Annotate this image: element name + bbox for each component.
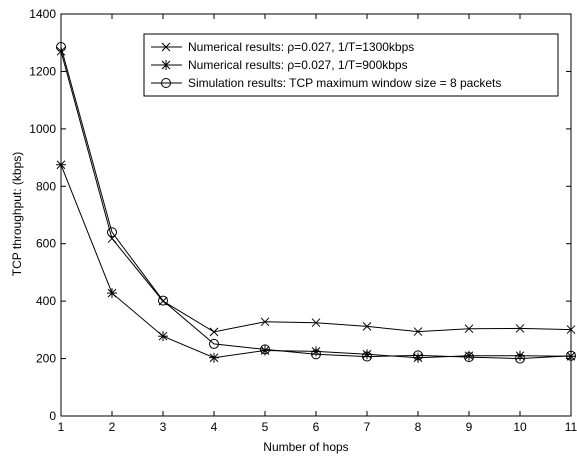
data-point (209, 352, 219, 363)
data-point (158, 295, 168, 306)
legend: Numerical results: ρ=0.027, 1/T=1300kbps… (143, 33, 559, 97)
data-point (464, 352, 474, 363)
y-axis: 0 200 400 600 800 1000 1200 1400 (29, 7, 571, 423)
x-tick-label: 11 (565, 420, 577, 434)
legend-marker (161, 60, 171, 70)
series-layer (56, 42, 576, 364)
series-line (60, 46, 572, 360)
y-axis-label: TCP throughput: (kbps) (10, 152, 24, 277)
data-point (413, 350, 423, 361)
x-tick-label: 1 (58, 420, 65, 434)
data-point (56, 159, 66, 170)
legend-marker (161, 42, 171, 52)
data-point (209, 338, 219, 349)
y-tick-label: 800 (36, 179, 56, 193)
data-point (413, 327, 423, 336)
data-point (362, 351, 372, 362)
y-tick-label: 1200 (29, 64, 56, 78)
legend-marker (161, 78, 171, 88)
y-tick-label: 1000 (29, 122, 56, 136)
data-point (413, 352, 423, 363)
y-tick-label: 0 (49, 409, 56, 423)
data-point (107, 227, 117, 238)
data-point (515, 324, 525, 333)
series-3 (56, 42, 576, 364)
series-2 (56, 159, 576, 363)
x-tick-label: 3 (160, 420, 167, 434)
data-point (464, 324, 474, 334)
x-tick-label: 7 (364, 420, 371, 434)
x-tick-label: 6 (313, 420, 320, 434)
data-point (311, 318, 321, 328)
y-tick-label: 600 (36, 237, 56, 251)
x-tick-label: 4 (211, 420, 218, 434)
x-tick-label: 10 (513, 420, 527, 434)
legend-label: Numerical results: ρ=0.027, 1/T=900kbps (188, 58, 408, 72)
x-tick-label: 2 (109, 420, 116, 434)
y-tick-label: 400 (36, 294, 56, 308)
legend-entry-3: Simulation results: TCP maximum window s… (151, 76, 501, 90)
legend-box (143, 33, 559, 97)
x-tick-label: 8 (415, 420, 422, 434)
x-tick-label: 5 (262, 420, 269, 434)
data-point (311, 349, 321, 360)
data-point (209, 327, 219, 337)
data-point (260, 344, 270, 355)
y-tick-label: 1400 (29, 7, 56, 21)
data-point (566, 325, 576, 334)
data-point (56, 42, 66, 53)
data-point (107, 288, 117, 299)
legend-label: Numerical results: ρ=0.027, 1/T=1300kbps (188, 40, 414, 54)
data-point (158, 331, 168, 342)
x-axis: 1 2 3 4 5 6 7 8 9 10 11 (58, 14, 577, 434)
legend-entry-1: Numerical results: ρ=0.027, 1/T=1300kbps (151, 40, 414, 54)
data-point (515, 353, 525, 364)
x-axis-label: Number of hops (263, 440, 348, 454)
data-point (362, 322, 372, 331)
data-point (260, 317, 270, 327)
x-tick-label: 9 (466, 420, 473, 434)
legend-entry-2: Numerical results: ρ=0.027, 1/T=900kbps (151, 58, 408, 72)
y-tick-label: 200 (36, 352, 56, 366)
data-point (566, 350, 576, 361)
legend-label: Simulation results: TCP maximum window s… (188, 76, 501, 90)
